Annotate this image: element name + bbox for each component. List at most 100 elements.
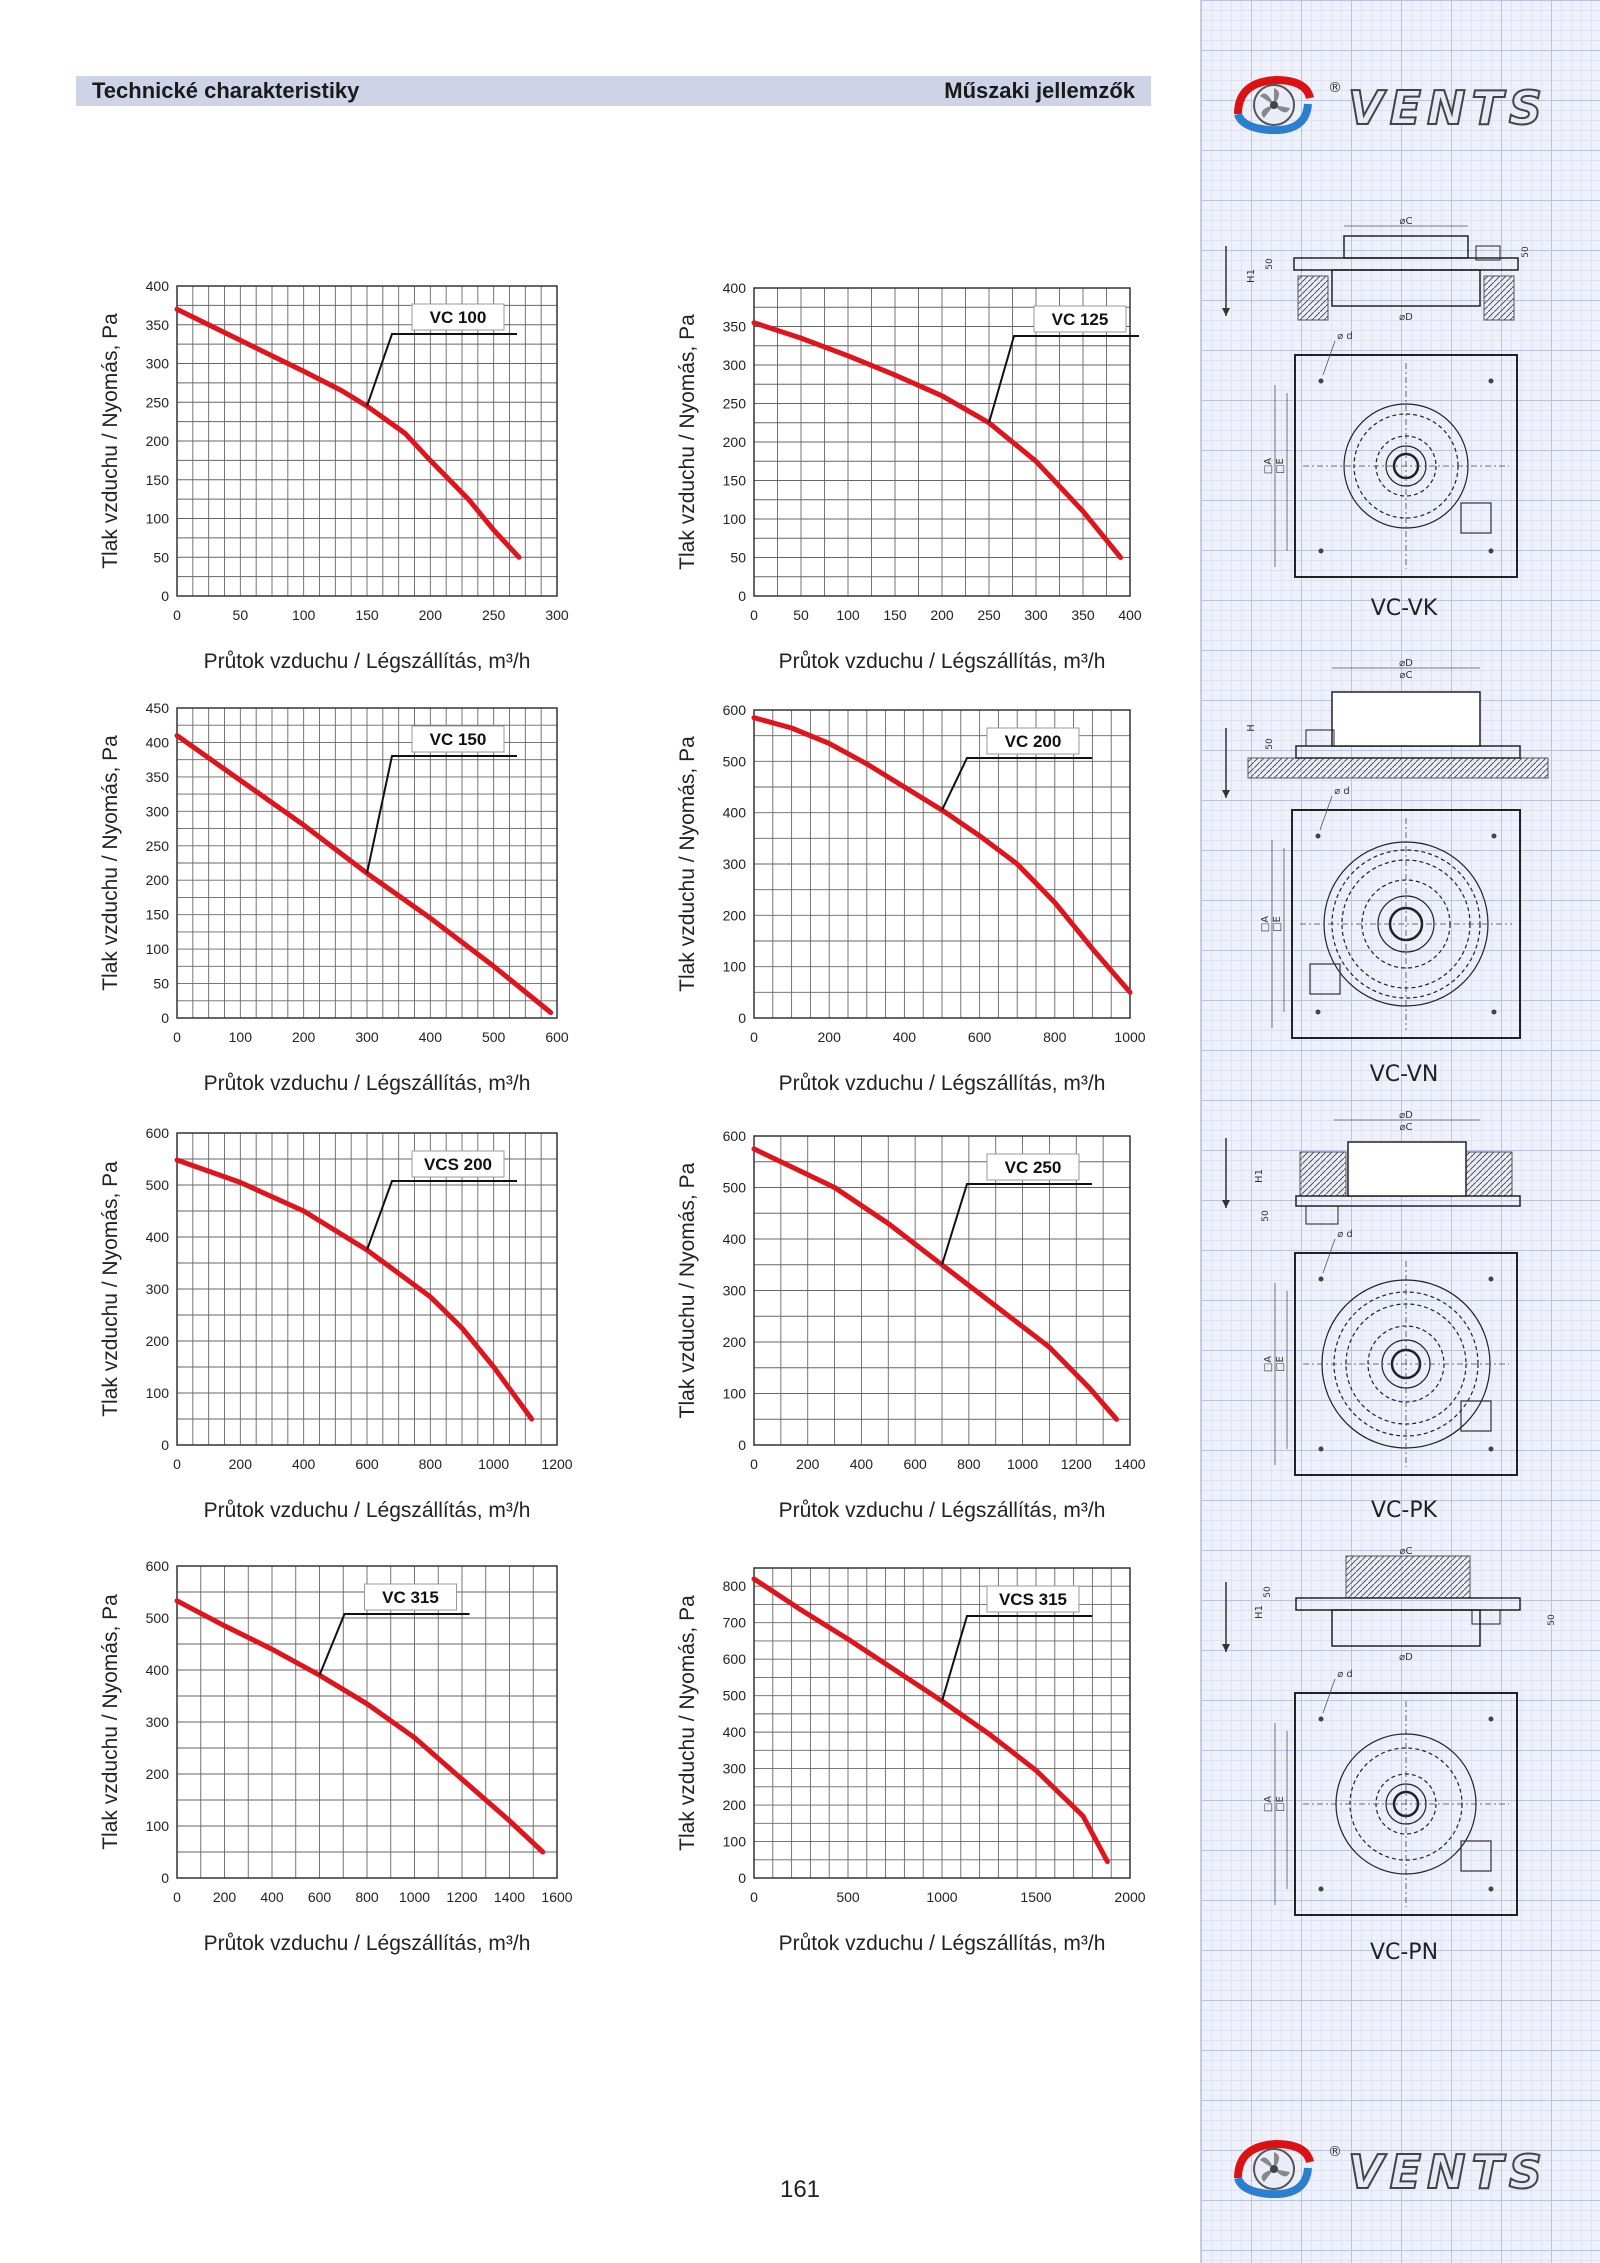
motor-housing (1343, 235, 1469, 259)
terminal-box (1309, 963, 1341, 995)
mount-hole (1488, 378, 1494, 384)
model-label: VCS 200 (424, 1155, 492, 1174)
registered-mark: ® (1328, 2144, 1342, 2160)
dimension-label: H1 (1254, 1605, 1265, 1619)
model-label: VC 125 (1052, 310, 1109, 329)
plan-square (1294, 354, 1518, 578)
plan-ring (1377, 895, 1435, 953)
brand-name: VENTS (1348, 2145, 1548, 2198)
dimension-label: ⌀C (1399, 216, 1412, 227)
x-tick-label: 200 (213, 1889, 237, 1905)
y-tick-label: 150 (146, 472, 170, 488)
x-tick-label: 0 (750, 1456, 758, 1472)
y-tick-label: 300 (723, 1283, 747, 1299)
x-tick-label: 200 (419, 607, 443, 623)
y-tick-label: 400 (723, 1231, 747, 1247)
dimension-label: □E (1275, 1796, 1286, 1812)
x-axis-label: Průtok vzduchu / Légszállítás, m³/h (779, 1072, 1106, 1095)
plot-frame (176, 1565, 558, 1879)
dimension-label: □A (1260, 916, 1271, 932)
chart-7: 0 500 1000 1500 2000 0 100 200 300 400 500 600 700 80… (676, 1567, 1146, 1955)
dimension-label: □A (1263, 1356, 1274, 1372)
y-tick-label: 0 (161, 588, 169, 604)
x-tick-label: 250 (482, 607, 506, 623)
dimension-label: ⌀ d (1337, 1229, 1353, 1240)
x-axis-label: Průtok vzduchu / Légszállítás, m³/h (779, 1932, 1106, 1955)
chart-1: 0 50 100 150 200 250 300 350 400 0 50 100 150 200 250 3… (676, 280, 1142, 673)
y-tick-label: 250 (146, 838, 170, 854)
dimension-label: ⌀ d (1337, 1669, 1353, 1680)
model-leader-line (941, 1615, 1092, 1702)
hatched-roof (1483, 275, 1515, 321)
dimension-label: ⌀D (1399, 658, 1413, 669)
terminal-box (1460, 1840, 1492, 1872)
y-tick-label: 250 (146, 394, 170, 410)
x-tick-label: 600 (355, 1456, 379, 1472)
x-tick-label: 400 (260, 1889, 284, 1905)
y-tick-label: 0 (161, 1010, 169, 1026)
terminal (1471, 1609, 1501, 1625)
motor-housing (1347, 1141, 1467, 1197)
hatched-roof (1345, 1555, 1471, 1599)
y-tick-label: 0 (161, 1437, 169, 1453)
y-tick-label: 100 (146, 511, 170, 527)
model-label-box (986, 1585, 1080, 1613)
model-label-box (411, 725, 505, 753)
brand-name: VENTS (1348, 81, 1548, 134)
y-axis-label: Tlak vzduchu / Nyomás, Pa (99, 735, 122, 991)
chart-2: 0 100 200 300 400 500 600 0 50 100 150 200 250 300 350… (99, 700, 569, 1095)
spigot (1331, 1609, 1481, 1647)
mount-hole (1491, 1009, 1497, 1015)
plot-frame (176, 707, 558, 1019)
x-tick-label: 0 (173, 1029, 181, 1045)
dimension-label: ⌀C (1399, 1122, 1412, 1133)
model-leader-line (941, 757, 1092, 811)
x-tick-label: 800 (355, 1889, 379, 1905)
diagram-label-vc-pn: VC-PN (1369, 1940, 1439, 1965)
dimension-line (1322, 1678, 1336, 1714)
x-tick-label: 200 (818, 1029, 842, 1045)
y-tick-label: 0 (738, 1437, 746, 1453)
x-tick-label: 0 (750, 607, 758, 623)
mount-hole (1318, 1276, 1324, 1282)
mount-hole (1488, 1716, 1494, 1722)
y-tick-label: 400 (723, 805, 747, 821)
dimension-label: 50 (1265, 738, 1275, 750)
chart-4: 0 200 400 600 800 1000 1200 0 100 200 300 400 500 600… (99, 1125, 573, 1522)
y-tick-label: 50 (730, 550, 746, 566)
x-tick-label: 0 (750, 1889, 758, 1905)
model-leader-line (366, 1180, 517, 1251)
y-tick-label: 600 (723, 1128, 747, 1144)
x-tick-label: 600 (903, 1456, 927, 1472)
flange (1295, 745, 1521, 759)
mount-hole (1488, 548, 1494, 554)
dimension-label: ⌀D (1399, 1652, 1413, 1663)
dimension-label: □E (1275, 458, 1286, 474)
y-tick-label: 500 (723, 1688, 747, 1704)
performance-charts: 0 50 100 150 200 250 300 0 50 100 150 200 250 300 350 4… (99, 278, 1146, 1955)
y-tick-label: 400 (146, 1229, 170, 1245)
chart-6: 0 200 400 600 800 1000 1200 1400 1600 0 100 200 300 4… (99, 1558, 573, 1955)
x-tick-label: 0 (173, 607, 181, 623)
dimension-label: ⌀C (1399, 1546, 1412, 1557)
mount-hole (1315, 833, 1321, 839)
y-tick-label: 800 (723, 1578, 747, 1594)
fan-logo-icon (1234, 75, 1314, 134)
plot-frame (753, 287, 1131, 597)
y-axis-label: Tlak vzduchu / Nyomás, Pa (99, 313, 122, 569)
x-tick-label: 1200 (541, 1456, 572, 1472)
diagram-vc-vn: ⌀D⌀C H 50 □A □E ⌀ d (1222, 658, 1549, 1039)
chart-5: 0 200 400 600 800 1000 1200 1400 0 100 200 300 400 50… (676, 1128, 1146, 1522)
x-tick-label: 500 (482, 1029, 506, 1045)
x-tick-label: 200 (796, 1456, 820, 1472)
terminal (1305, 729, 1335, 747)
x-tick-label: 100 (229, 1029, 253, 1045)
model-label-box (986, 727, 1080, 755)
y-tick-label: 100 (146, 941, 170, 957)
y-tick-label: 150 (723, 473, 747, 489)
flow-arrow-head (1222, 308, 1230, 316)
header-bar: Technické charakteristiky Műszaki jellem… (76, 76, 1151, 106)
y-tick-label: 400 (146, 734, 170, 750)
hatched-roof (1465, 1151, 1513, 1197)
